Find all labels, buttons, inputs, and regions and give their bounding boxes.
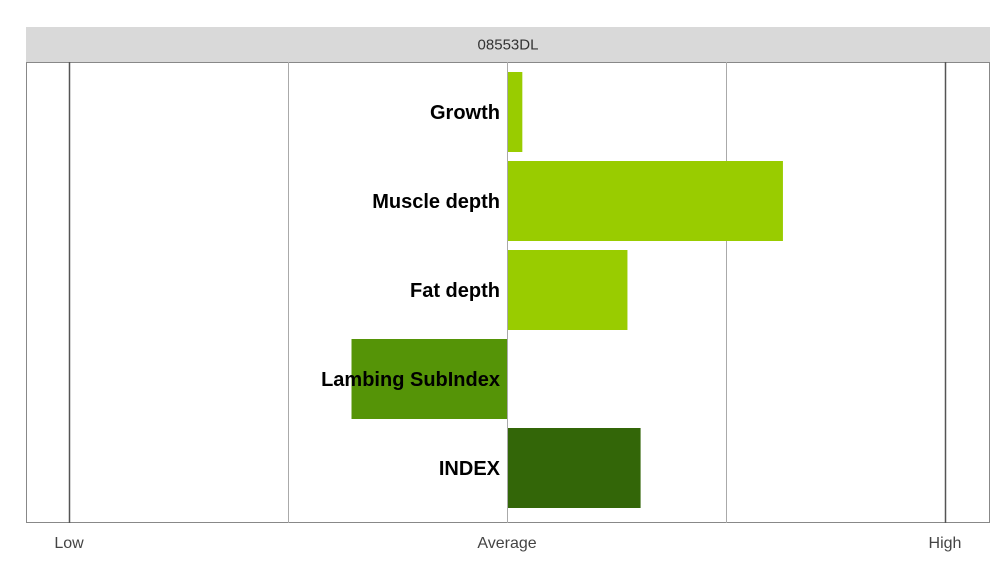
category-label: Growth xyxy=(430,102,500,124)
x-tick-label: Average xyxy=(477,535,536,552)
category-labels: Growth Muscle depth Fat depth Lambing SubIn… xyxy=(321,102,501,480)
bar-fat-depth xyxy=(507,250,628,330)
category-label: Fat depth xyxy=(410,280,500,302)
category-label: INDEX xyxy=(439,458,501,480)
bar-index xyxy=(507,428,641,508)
x-tick-label: High xyxy=(929,535,962,552)
category-label: Muscle depth xyxy=(372,191,500,213)
bar-muscle-depth xyxy=(507,161,783,241)
bar-growth xyxy=(507,72,523,152)
panel-header xyxy=(26,27,990,62)
x-tick-label: Low xyxy=(54,535,84,552)
x-tick-labels: Low Average High xyxy=(54,535,961,552)
bars xyxy=(351,72,783,508)
category-label: Lambing SubIndex xyxy=(321,369,500,391)
bar-lambing-subindex xyxy=(351,339,507,419)
panel-title: 08553DL xyxy=(478,37,539,54)
